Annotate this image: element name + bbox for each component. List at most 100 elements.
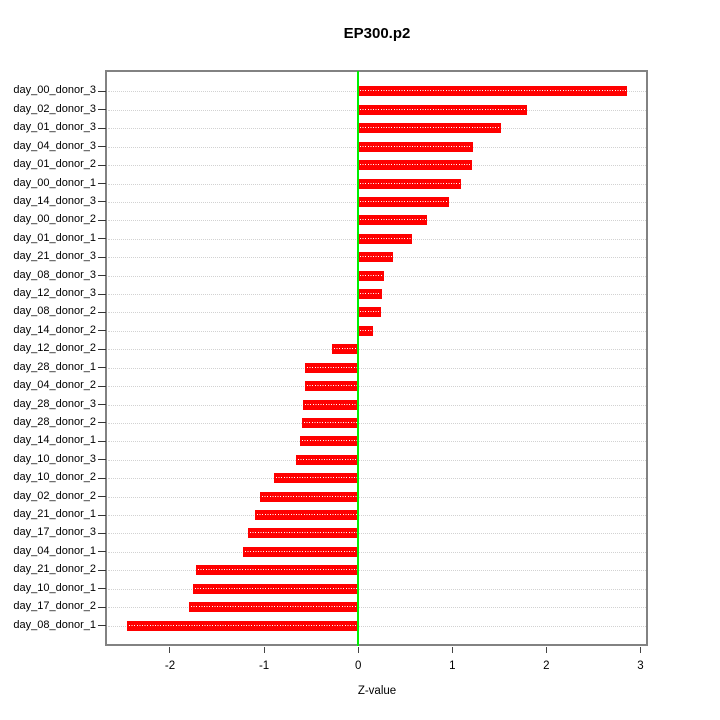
y-axis-label: day_00_donor_3 [13,84,96,97]
y-axis-label: day_17_donor_3 [13,526,96,539]
bar [358,160,473,171]
y-axis-tick [98,606,106,608]
y-axis-label: day_10_donor_1 [13,581,96,594]
grid-line [108,441,646,443]
bar [358,141,473,152]
x-axis-tick-label: 2 [543,660,550,672]
y-axis-label: day_08_donor_1 [13,618,96,631]
chart-title: EP300.p2 [343,25,411,42]
bar-centerline [301,440,358,442]
bar [260,491,359,502]
y-axis-label: day_00_donor_2 [13,213,96,226]
y-axis-label: day_14_donor_2 [13,323,96,336]
bar [192,583,359,594]
y-axis-label: day_28_donor_3 [13,397,96,410]
bar-centerline [198,569,358,571]
x-axis-tick [357,646,359,653]
bar [188,602,359,613]
grid-line [108,404,646,406]
bar [358,215,427,226]
y-axis-tick [98,569,106,571]
bar [305,362,359,373]
grid-line [108,588,646,590]
x-axis-tick [263,646,265,653]
bar-centerline [360,237,411,239]
y-axis-tick [98,625,106,627]
y-axis-label: day_21_donor_3 [13,250,96,263]
bar [358,325,374,336]
grid-line [108,422,646,424]
grid-line [108,533,646,535]
bar-centerline [360,200,448,202]
bar [299,436,359,447]
x-axis-tick [639,646,641,653]
bar-centerline [360,145,472,147]
bar-centerline [190,606,358,608]
y-axis-label: day_04_donor_2 [13,379,96,392]
y-axis-tick [98,348,106,350]
y-axis-label: day_21_donor_1 [13,508,96,521]
bar-centerline [360,164,472,166]
y-axis-tick [98,330,106,332]
grid-line [108,478,646,480]
bar [304,381,359,392]
y-axis-label: day_21_donor_2 [13,563,96,576]
y-axis-label: day_10_donor_2 [13,471,96,484]
y-axis-label: day_02_donor_2 [13,489,96,502]
y-axis-tick [98,496,106,498]
y-axis-tick [98,311,106,313]
y-axis-tick [98,275,106,277]
bar-centerline [333,348,358,350]
x-axis-tick [545,646,547,653]
bar-centerline [360,182,460,184]
bar-centerline [360,256,392,258]
y-axis-tick [98,293,106,295]
y-axis-label: day_17_donor_2 [13,600,96,613]
y-axis-label: day_00_donor_1 [13,176,96,189]
bar-centerline [307,366,358,368]
bar [196,565,359,576]
y-axis-tick [98,459,106,461]
bar [358,307,381,318]
y-axis-tick [98,109,106,111]
y-axis-label: day_04_donor_3 [13,139,96,152]
y-axis-label: day_02_donor_3 [13,102,96,115]
bar [301,417,359,428]
y-axis-label: day_01_donor_1 [13,231,96,244]
grid-line [108,459,646,461]
y-axis-label: day_28_donor_2 [13,415,96,428]
bar-centerline [360,219,426,221]
bar-centerline [194,587,358,589]
y-axis-tick [98,477,106,479]
x-axis-tick [169,646,171,653]
y-axis-tick [98,385,106,387]
y-axis-tick [98,404,106,406]
y-axis-label: day_04_donor_1 [13,544,96,557]
bar [331,344,359,355]
grid-line [108,570,646,572]
y-axis-tick [98,201,106,203]
grid-line [108,349,646,351]
y-axis-tick [98,588,106,590]
bar-centerline [360,293,381,295]
y-axis-label: day_14_donor_3 [13,194,96,207]
y-axis-tick [98,422,106,424]
grid-line [108,330,646,332]
bar-centerline [245,550,358,552]
bar-centerline [276,477,358,479]
y-axis-tick [98,146,106,148]
plot-box [105,70,648,646]
y-axis-label: day_01_donor_2 [13,158,96,171]
bar [126,620,359,631]
x-axis-title: Z-value [357,685,397,697]
bar-centerline [262,495,358,497]
y-axis-tick [98,532,106,534]
y-axis-label: day_12_donor_2 [13,342,96,355]
bar [358,289,382,300]
grid-line [108,551,646,553]
bar-centerline [298,458,358,460]
bar-centerline [360,311,380,313]
y-axis-tick [98,238,106,240]
x-axis-tick-label: 1 [449,660,456,672]
bar-centerline [360,108,526,110]
